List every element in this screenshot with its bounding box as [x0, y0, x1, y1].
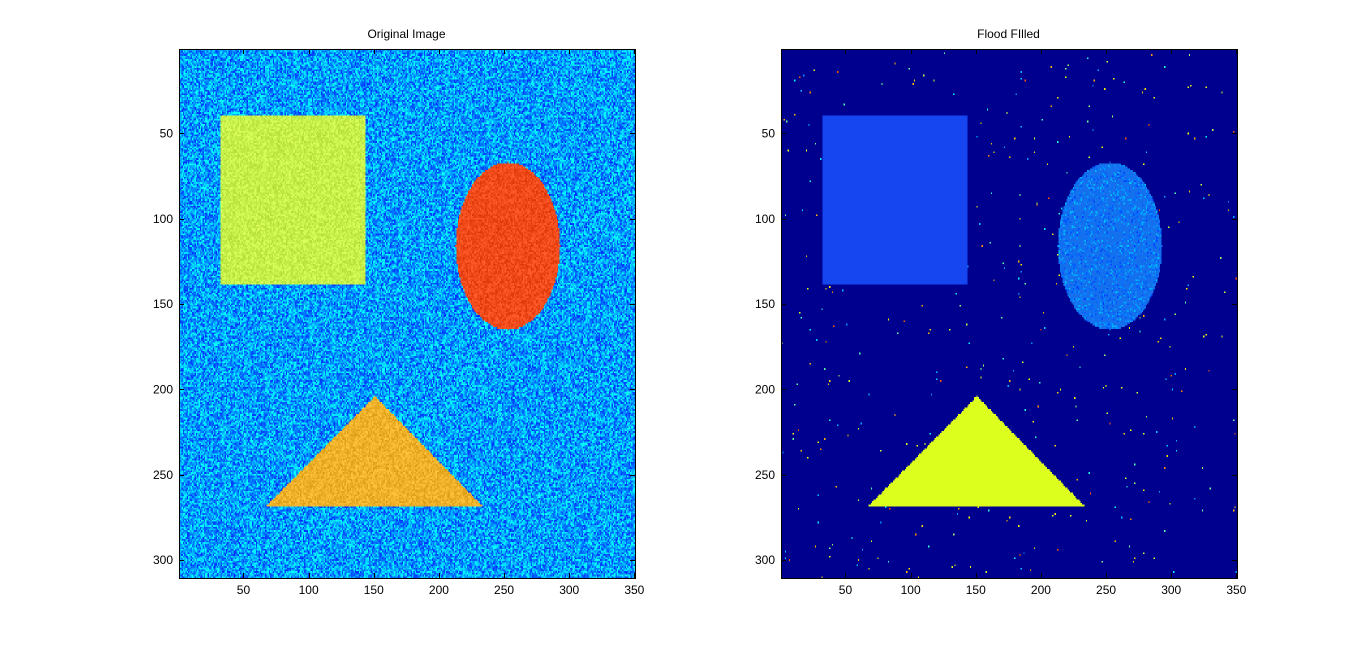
panel-title-flood-filled: Flood FIlled: [977, 27, 1040, 41]
x-tick-label-flood-filled-50: 50: [839, 583, 853, 597]
y-tick-label-flood-filled-300: 300: [755, 553, 775, 567]
panel-original: Original Image 50 100 150 200 250 300 350 50 100…: [153, 27, 645, 597]
x-tick-label-flood-filled-300: 300: [1161, 583, 1181, 597]
x-tick-label-original-100: 100: [299, 583, 319, 597]
x-tick-label-original-200: 200: [429, 583, 449, 597]
axes-frame-original: [179, 49, 636, 579]
y-tick-label-flood-filled-150: 150: [755, 297, 775, 311]
x-tick-label-original-300: 300: [559, 583, 579, 597]
x-tick-label-flood-filled-200: 200: [1031, 583, 1051, 597]
y-tick-label-original-300: 300: [153, 553, 173, 567]
x-tick-label-original-350: 350: [624, 583, 644, 597]
x-tick-label-original-50: 50: [237, 583, 251, 597]
heatmap-original: [179, 49, 635, 578]
x-tick-label-flood-filled-250: 250: [1096, 583, 1116, 597]
y-tick-label-original-200: 200: [153, 382, 173, 396]
y-tick-label-flood-filled-100: 100: [755, 212, 775, 226]
y-tick-label-original-50: 50: [160, 126, 174, 140]
x-tick-label-original-150: 150: [364, 583, 384, 597]
x-tick-label-flood-filled-350: 350: [1226, 583, 1246, 597]
heatmap-image-flood-filled: [781, 49, 1237, 578]
y-tick-label-original-150: 150: [153, 297, 173, 311]
panel-flood-filled: Flood FIlled 50 100 150 200 250 300 350 50 100 15…: [755, 27, 1247, 597]
y-tick-label-flood-filled-50: 50: [762, 126, 776, 140]
axes-frame-flood-filled: [781, 49, 1238, 579]
y-tick-label-original-100: 100: [153, 212, 173, 226]
y-tick-label-flood-filled-250: 250: [755, 468, 775, 482]
x-tick-label-flood-filled-100: 100: [901, 583, 921, 597]
heatmap-flood-filled: [781, 49, 1237, 578]
y-tick-label-original-250: 250: [153, 468, 173, 482]
y-tick-label-flood-filled-200: 200: [755, 382, 775, 396]
ticks-flood-filled: 50 100 150 200 250 300 350 50 100 150 200 250 300: [755, 49, 1247, 597]
ticks-original: 50 100 150 200 250 300 350 50 100 150 200 250 300: [153, 49, 645, 597]
x-tick-label-original-250: 250: [494, 583, 514, 597]
heatmap-image-original: [179, 49, 635, 578]
panel-title-original: Original Image: [367, 27, 445, 41]
x-tick-label-flood-filled-150: 150: [966, 583, 986, 597]
